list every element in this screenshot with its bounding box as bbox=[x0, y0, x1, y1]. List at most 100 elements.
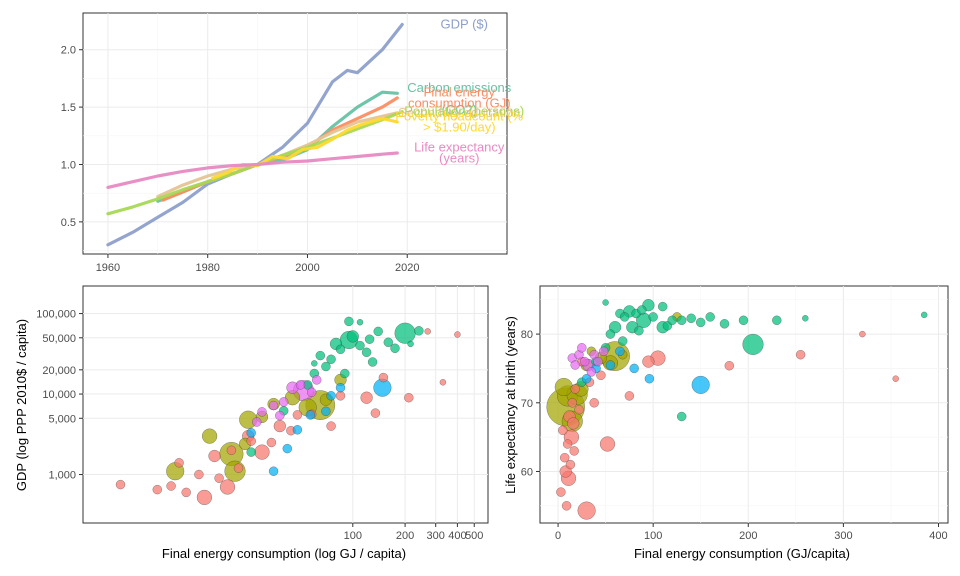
life-energy-point bbox=[719, 319, 730, 329]
trend-series-label: Final energy consumption (GJ) bbox=[408, 84, 511, 110]
life-energy-point bbox=[570, 360, 580, 370]
gdp-energy-point bbox=[454, 331, 461, 338]
life-energy-points bbox=[546, 299, 928, 520]
life-energy-point bbox=[562, 439, 573, 449]
gdp-energy-y-tick-label: 10,000 bbox=[42, 389, 76, 401]
gdp-energy-x-tick-label: 500 bbox=[465, 530, 483, 542]
life-energy-y-tick-label: 70 bbox=[521, 398, 533, 410]
gdp-energy-point bbox=[383, 337, 394, 348]
life-energy-point bbox=[570, 384, 580, 394]
gdp-energy-point bbox=[340, 368, 350, 379]
life-energy-point bbox=[619, 312, 630, 322]
life-energy-y-tick-label: 60 bbox=[521, 466, 533, 478]
trend-series-labels: GDP ($)Carbon emissions (CO2)Final energy… bbox=[395, 16, 524, 165]
life-energy-point bbox=[599, 436, 616, 452]
trend-panel: GDP ($)Carbon emissions (CO2)Final energy… bbox=[61, 12, 524, 274]
trend-series-label-line: Final energy bbox=[423, 84, 495, 99]
life-energy-point bbox=[596, 370, 606, 381]
trend-series-label-line: > $1.90/day) bbox=[423, 120, 496, 135]
trend-series-label: Secondary education bbox=[398, 105, 520, 120]
gdp-energy-y-tick-label: 50,000 bbox=[42, 333, 76, 345]
gdp-energy-point bbox=[321, 361, 331, 372]
gdp-energy-point bbox=[275, 410, 285, 421]
life-energy-point bbox=[624, 391, 635, 401]
trend-x-tick-label: 2020 bbox=[395, 262, 419, 274]
gdp-energy-point bbox=[311, 375, 322, 385]
life-energy-x-tick-label: 0 bbox=[555, 530, 561, 542]
gdp-energy-point bbox=[257, 407, 267, 417]
gdp-energy-point bbox=[196, 489, 213, 506]
gdp-energy-point bbox=[367, 357, 378, 367]
gdp-energy-x-tick-label: 100 bbox=[344, 530, 362, 542]
gdp-energy-point bbox=[361, 347, 372, 358]
life-energy-point bbox=[577, 501, 596, 520]
life-energy-point bbox=[615, 346, 625, 357]
trend-series-label-line: consumption (GJ) bbox=[408, 95, 511, 110]
gdp-energy-point bbox=[407, 340, 414, 348]
trend-series-label: GDP ($) bbox=[441, 16, 488, 31]
life-energy-point bbox=[567, 398, 578, 408]
life-energy-point bbox=[579, 356, 590, 367]
life-energy-point bbox=[691, 375, 710, 394]
life-energy-y-axis-title: Life expectancy at birth (years) bbox=[503, 316, 518, 494]
trend-series-label-line: Secondary education bbox=[398, 105, 520, 120]
gdp-energy-point bbox=[268, 400, 279, 411]
life-energy-point bbox=[598, 346, 609, 357]
trend-series-label: Population (persons) bbox=[404, 104, 524, 119]
gdp-energy-grid bbox=[83, 286, 488, 523]
gdp-energy-x-tick-label: 400 bbox=[448, 530, 466, 542]
trend-series bbox=[106, 22, 404, 247]
life-energy-panel-frame bbox=[539, 285, 949, 524]
trend-y-tick-label: 1.5 bbox=[61, 102, 76, 114]
gdp-energy-point bbox=[394, 322, 416, 344]
life-energy-point bbox=[859, 330, 866, 338]
trend-y-tick-label: 1.0 bbox=[61, 159, 76, 171]
life-energy-point bbox=[565, 459, 576, 470]
life-energy-point bbox=[657, 301, 668, 312]
life-energy-point bbox=[589, 398, 599, 408]
gdp-energy-point bbox=[194, 469, 204, 480]
trend-series-label-line: (CO2) bbox=[442, 102, 477, 117]
gdp-energy-x-tick-label: 200 bbox=[396, 530, 414, 542]
gdp-energy-point bbox=[370, 408, 381, 418]
gdp-energy-x-axis-title: Final energy consumption (log GJ / capit… bbox=[162, 546, 406, 561]
trend-series-label-line: (years) bbox=[439, 151, 479, 166]
life-energy-point bbox=[648, 312, 658, 322]
gdp-energy-y-tick-label: 1,000 bbox=[48, 470, 76, 482]
life-energy-point bbox=[561, 501, 572, 511]
life-energy-x-axis-title: Final energy consumption (GJ/capita) bbox=[634, 546, 850, 561]
life-energy-point bbox=[772, 315, 782, 326]
gdp-energy-point bbox=[424, 328, 431, 335]
trend-series-label-line: Population (persons) bbox=[404, 104, 524, 119]
life-energy-point bbox=[738, 315, 749, 326]
gdp-energy-point bbox=[246, 428, 256, 438]
trend-series-label: Poverty headcount (% > $1.90/day) bbox=[395, 109, 523, 135]
gdp-energy-point bbox=[326, 354, 336, 365]
gdp-energy-point bbox=[273, 419, 286, 433]
life-energy-point bbox=[605, 360, 616, 370]
life-energy-x-tick-label: 200 bbox=[739, 530, 757, 542]
gdp-energy-point bbox=[266, 437, 277, 448]
gdp-energy-point bbox=[346, 330, 359, 343]
life-energy-point bbox=[686, 313, 696, 324]
life-energy-point bbox=[567, 417, 580, 430]
gdp-energy-point bbox=[268, 466, 279, 476]
trend-series-line bbox=[106, 22, 404, 247]
gdp-energy-point bbox=[174, 458, 184, 468]
trend-x-tick-label: 2000 bbox=[295, 262, 319, 274]
life-energy-point bbox=[724, 360, 735, 371]
life-energy-x-ticks: 0 100 200 300 400 bbox=[555, 523, 948, 542]
trend-x-tick-label: 1980 bbox=[195, 262, 219, 274]
gdp-energy-point bbox=[251, 417, 262, 427]
life-energy-point bbox=[742, 333, 764, 355]
trend-series-label-line: Carbon emissions bbox=[407, 80, 512, 95]
life-energy-point bbox=[617, 336, 628, 346]
life-energy-point bbox=[577, 343, 587, 353]
trend-series-label-line: Life expectancy bbox=[414, 140, 505, 155]
gdp-energy-point bbox=[214, 473, 224, 483]
gdp-energy-point bbox=[335, 382, 346, 393]
life-energy-point bbox=[676, 315, 687, 326]
life-energy-point bbox=[593, 356, 603, 367]
gdp-energy-point bbox=[306, 387, 317, 398]
